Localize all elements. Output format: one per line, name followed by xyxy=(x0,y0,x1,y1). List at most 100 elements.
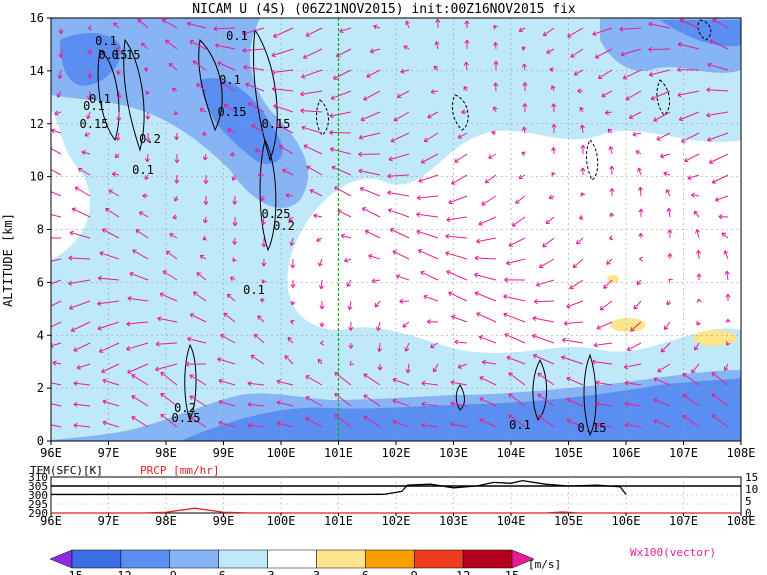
shade-positive xyxy=(607,275,619,283)
wind-vector-arrow xyxy=(173,195,179,202)
wind-vector-arrow xyxy=(137,18,149,29)
wind-vector-arrow xyxy=(227,128,236,134)
wind-vector-arrow xyxy=(576,237,584,245)
y-tick-label: 0 xyxy=(37,434,44,448)
contour-label: 0.1 xyxy=(132,163,154,177)
bottom-x-tick-label: 108E xyxy=(727,514,756,528)
wind-vector-arrow xyxy=(448,291,468,302)
wind-vector-arrow xyxy=(113,22,120,29)
wind-vector-arrow xyxy=(275,123,294,134)
x-tick-label: 102E xyxy=(382,446,411,460)
wind-vector-arrow xyxy=(189,313,207,323)
wind-vector-arrow xyxy=(143,67,149,73)
wind-vector-arrow xyxy=(231,174,237,181)
wind-vector-arrow xyxy=(290,279,296,288)
y-tick-label: 16 xyxy=(30,11,44,25)
wind-vector-arrow xyxy=(99,251,120,260)
colorbar-tick-label: -9 xyxy=(163,569,177,575)
wind-vector-arrow xyxy=(348,321,354,331)
colorbar-tick-label: -3 xyxy=(260,569,274,575)
wind-vector-arrow xyxy=(532,315,555,323)
contour-line xyxy=(198,38,223,132)
contour-line-dashed xyxy=(697,19,712,41)
wind-vector-arrow xyxy=(58,48,64,58)
wind-vector-arrow xyxy=(624,401,642,407)
wind-vector-arrow xyxy=(349,360,355,366)
wind-vector-arrow xyxy=(504,332,526,344)
wind-vector-arrow xyxy=(306,165,323,176)
contour-label: 0.2 xyxy=(273,219,295,233)
wind-vector-arrow xyxy=(420,270,439,281)
wind-vector-arrow xyxy=(214,43,236,50)
wind-vector-arrow xyxy=(276,400,294,407)
wind-vector-arrow xyxy=(319,321,325,328)
wind-vector-arrow xyxy=(132,249,149,260)
wind-vector-arrow xyxy=(247,422,265,429)
colorbar-segment xyxy=(511,549,535,569)
wind-vector-arrow xyxy=(313,213,323,219)
contour-label: 0.15 xyxy=(172,411,201,425)
x-tick-label: 103E xyxy=(439,446,468,460)
wind-vector-arrow xyxy=(305,417,323,428)
wind-vector-arrow xyxy=(623,363,642,370)
wind-vector-arrow xyxy=(115,46,121,52)
wind-vector-arrow xyxy=(220,81,236,92)
wind-vector-arrow xyxy=(679,18,700,29)
wind-vector-arrow xyxy=(677,67,700,73)
y-tick-label: 6 xyxy=(37,275,44,289)
wind-vector-arrow xyxy=(213,26,236,32)
wind-vector-arrow xyxy=(196,272,207,281)
wind-vector-arrow xyxy=(387,208,410,218)
bottom-x-tick-label: 103E xyxy=(439,514,468,528)
wind-vector-arrow xyxy=(454,339,468,345)
wind-vector-arrow xyxy=(320,340,325,346)
wind-vector-arrow xyxy=(189,416,207,428)
temp-tick-label: 305 xyxy=(28,480,48,493)
wind-vector-arrow xyxy=(405,363,411,374)
wind-vector-arrow xyxy=(51,382,62,386)
contour-line-dashed xyxy=(656,79,670,116)
precip-tick-label: 10 xyxy=(745,483,758,496)
wind-vector-arrow xyxy=(521,63,527,71)
wind-vector-arrow xyxy=(474,255,497,261)
bottom-x-tick-label: 100E xyxy=(267,514,296,528)
wind-vector-arrow xyxy=(508,393,526,407)
colorbar-tick-label: 12 xyxy=(456,569,470,575)
wind-vector-arrow xyxy=(276,421,294,428)
wind-vector-arrow xyxy=(388,153,410,162)
wind-vector-arrow xyxy=(493,24,498,30)
wind-vector-arrow xyxy=(580,144,586,155)
wind-vector-arrow xyxy=(87,69,93,79)
wind-vector-arrow xyxy=(542,237,555,248)
wind-vector-arrow xyxy=(656,132,671,141)
contour-line xyxy=(123,38,145,152)
wind-vector-arrow xyxy=(599,300,613,311)
wind-vector-arrow xyxy=(73,380,91,387)
wind-vector-arrow xyxy=(111,171,120,177)
wind-vector-arrow xyxy=(169,233,178,239)
wind-vector-arrow xyxy=(374,300,381,308)
wind-vector-arrow xyxy=(140,42,149,50)
wind-vector-arrow xyxy=(706,87,729,93)
wind-vector-arrow xyxy=(73,422,91,429)
wind-vector-arrow xyxy=(87,48,93,55)
wind-vector-arrow xyxy=(464,39,470,50)
wind-vector-arrow xyxy=(51,300,62,307)
wind-vector-arrow xyxy=(521,151,526,157)
wind-vector-arrow xyxy=(668,278,673,283)
contour-label: 0.1 xyxy=(243,283,265,297)
wind-vector-arrow xyxy=(287,337,294,344)
contour-label: 0.1 xyxy=(83,99,105,113)
wind-vector-arrow xyxy=(561,337,584,344)
wind-vector-arrow xyxy=(57,69,63,80)
wind-vector-arrow xyxy=(624,422,642,428)
wind-vector-arrow xyxy=(663,321,671,331)
wind-vector-arrow xyxy=(476,237,497,244)
wind-vector-arrow xyxy=(340,233,352,239)
colorbar-tick-label: 9 xyxy=(411,569,418,575)
wind-vector-arrow xyxy=(579,124,585,134)
x-tick-label: 105E xyxy=(554,446,583,460)
wind-vector-arrow xyxy=(300,90,323,97)
bottom-x-tick-label: 101E xyxy=(324,514,353,528)
vector-legend-label: Wx100(vector) xyxy=(630,546,716,559)
